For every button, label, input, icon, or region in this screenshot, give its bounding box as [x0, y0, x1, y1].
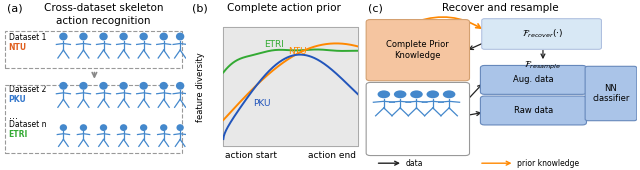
Circle shape	[79, 82, 88, 90]
Circle shape	[99, 33, 108, 40]
Text: Training: Training	[403, 126, 433, 135]
Text: feature diversity: feature diversity	[196, 52, 205, 122]
Circle shape	[176, 82, 184, 90]
FancyBboxPatch shape	[585, 66, 637, 121]
Circle shape	[176, 33, 184, 40]
Circle shape	[394, 90, 406, 98]
Circle shape	[99, 82, 108, 90]
Circle shape	[426, 90, 439, 98]
FancyBboxPatch shape	[482, 19, 602, 49]
Circle shape	[160, 124, 168, 131]
Circle shape	[140, 124, 147, 131]
Text: PKU: PKU	[253, 99, 271, 108]
Text: (a): (a)	[7, 3, 22, 13]
FancyBboxPatch shape	[481, 96, 586, 125]
Text: ETRI: ETRI	[9, 130, 28, 139]
Circle shape	[120, 124, 127, 131]
Text: Cross-dataset skeleton
action recognition: Cross-dataset skeleton action recognitio…	[44, 3, 163, 26]
Text: NTU: NTU	[288, 47, 307, 56]
FancyBboxPatch shape	[366, 20, 470, 81]
FancyBboxPatch shape	[366, 82, 470, 156]
Circle shape	[59, 82, 68, 90]
Text: Dataset 1: Dataset 1	[9, 33, 46, 42]
Text: Complete Prior
Knowledge: Complete Prior Knowledge	[387, 40, 449, 60]
Circle shape	[80, 124, 87, 131]
Text: $\mathcal{F}_{resample}$: $\mathcal{F}_{resample}$	[524, 59, 561, 72]
Circle shape	[140, 82, 148, 90]
Text: $\mathcal{F}_{recover}(\cdot)$: $\mathcal{F}_{recover}(\cdot)$	[522, 28, 564, 40]
Circle shape	[60, 124, 67, 131]
Text: Raw data: Raw data	[514, 106, 553, 115]
Text: Complete action prior: Complete action prior	[227, 3, 340, 13]
Circle shape	[159, 33, 168, 40]
Circle shape	[177, 124, 184, 131]
Circle shape	[410, 90, 423, 98]
Circle shape	[378, 90, 390, 98]
Circle shape	[59, 33, 68, 40]
FancyBboxPatch shape	[481, 65, 586, 94]
Circle shape	[79, 33, 88, 40]
Text: (b): (b)	[192, 3, 208, 13]
Text: NN
classifier: NN classifier	[592, 84, 630, 103]
Circle shape	[120, 33, 128, 40]
Circle shape	[120, 82, 128, 90]
Text: Recover and resample: Recover and resample	[442, 3, 559, 13]
FancyBboxPatch shape	[223, 27, 358, 146]
Text: Aug. data: Aug. data	[513, 75, 554, 84]
Circle shape	[140, 33, 148, 40]
Circle shape	[159, 82, 168, 90]
Text: prior knowledge: prior knowledge	[517, 159, 579, 168]
Text: ...: ...	[9, 111, 18, 121]
Text: Dataset 2: Dataset 2	[9, 85, 46, 94]
Text: PKU: PKU	[9, 95, 26, 104]
Text: data: data	[406, 159, 423, 168]
Text: (c): (c)	[367, 3, 382, 13]
Text: skeletons: skeletons	[399, 138, 436, 147]
Text: ETRI: ETRI	[264, 40, 284, 49]
Text: Dataset n: Dataset n	[9, 120, 46, 129]
Text: action end: action end	[308, 151, 356, 160]
Text: action start: action start	[225, 151, 277, 160]
Text: NTU: NTU	[9, 43, 27, 52]
Circle shape	[443, 90, 456, 98]
Circle shape	[100, 124, 107, 131]
